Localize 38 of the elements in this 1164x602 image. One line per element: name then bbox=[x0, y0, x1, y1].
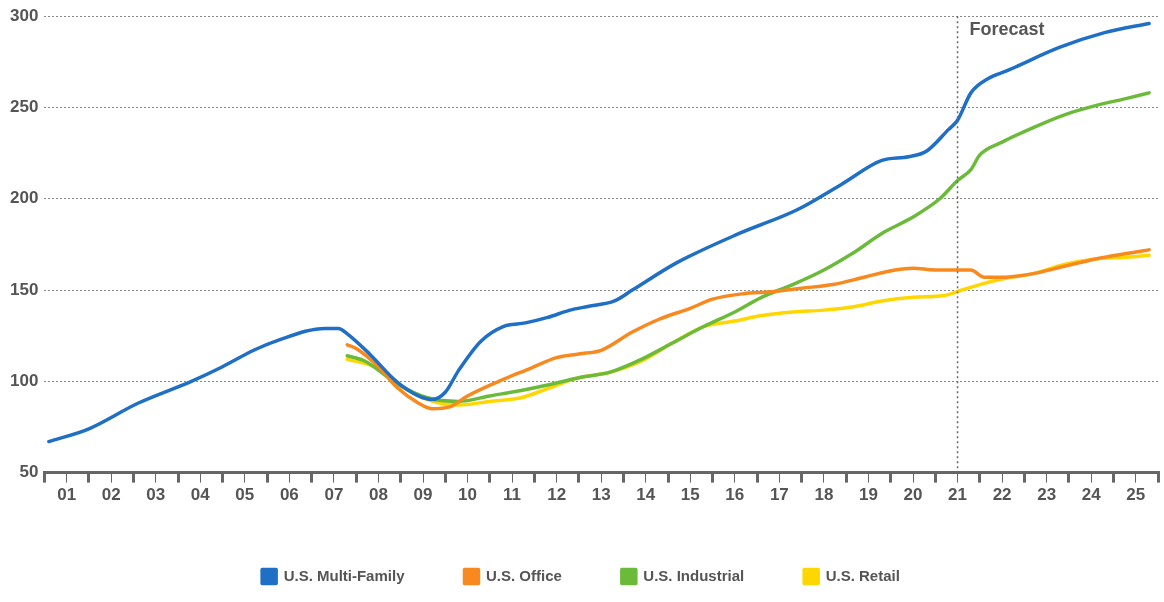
x-tick-label: 03 bbox=[146, 485, 166, 505]
line-series bbox=[47, 21, 1151, 444]
x-tick-label: 20 bbox=[903, 485, 923, 505]
x-tick-label: 15 bbox=[680, 485, 700, 505]
x-tick-label: 01 bbox=[57, 485, 77, 505]
y-tick-label: 100 bbox=[9, 371, 39, 391]
x-tick-label: 04 bbox=[190, 485, 211, 505]
y-tick-label: 250 bbox=[9, 97, 39, 117]
x-tick-label: 13 bbox=[591, 485, 611, 505]
x-tick-label: 14 bbox=[636, 485, 656, 505]
x-tick-label: 06 bbox=[279, 485, 299, 505]
x-tick-label: 02 bbox=[101, 485, 121, 505]
x-tick-label: 23 bbox=[1037, 485, 1057, 505]
legend-label: U.S. Industrial bbox=[643, 566, 745, 584]
legend-label: U.S. Multi-Family bbox=[283, 566, 406, 584]
x-tick-label: 05 bbox=[235, 485, 255, 505]
y-tick-label: 200 bbox=[9, 188, 39, 208]
y-tick-label: 300 bbox=[9, 5, 39, 25]
legend-label: U.S. Retail bbox=[825, 566, 900, 584]
x-tick-label: 08 bbox=[368, 485, 388, 505]
x-tick-label: 09 bbox=[413, 485, 433, 505]
x-tick-label: 18 bbox=[814, 485, 834, 505]
ref-line-label: Forecast bbox=[969, 19, 1045, 40]
x-tick-label: 24 bbox=[1081, 485, 1102, 505]
x-tick-label: 11 bbox=[503, 485, 522, 505]
x-tick-label: 12 bbox=[547, 485, 567, 505]
x-tick-label: 10 bbox=[458, 485, 478, 505]
x-tick-label: 19 bbox=[858, 485, 878, 505]
x-tick-label: 17 bbox=[769, 485, 789, 505]
legend-label: U.S. Office bbox=[485, 566, 562, 584]
x-tick-label: 16 bbox=[725, 485, 745, 505]
x-tick-label: 07 bbox=[324, 485, 344, 505]
line-series bbox=[345, 91, 1151, 404]
y-tick-label: 50 bbox=[19, 462, 39, 482]
x-tick-label: 22 bbox=[992, 485, 1012, 505]
y-tick-label: 150 bbox=[9, 279, 39, 299]
x-tick-label: 21 bbox=[948, 485, 968, 505]
x-tick-label: 25 bbox=[1126, 485, 1146, 505]
